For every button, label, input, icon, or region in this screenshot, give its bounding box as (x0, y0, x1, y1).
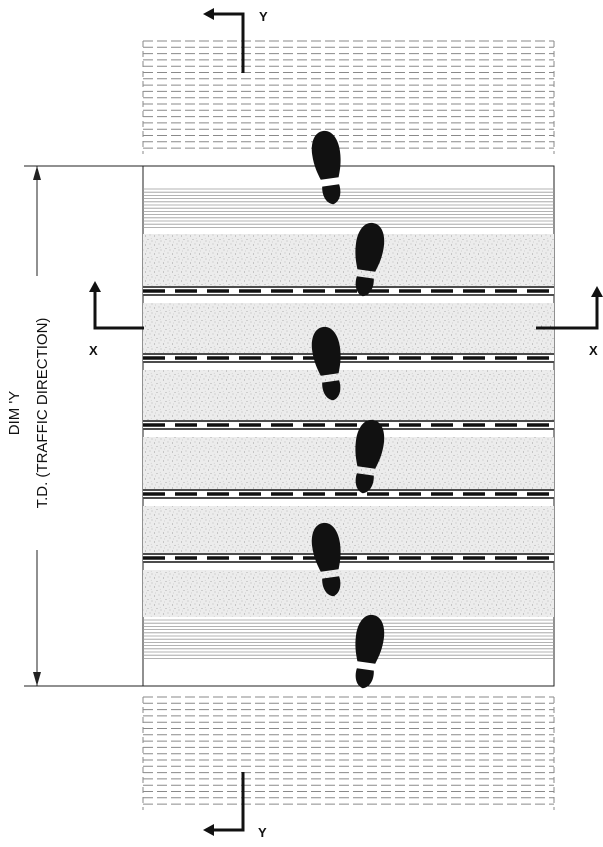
fine-line-strips (143, 188, 554, 659)
tread-panel (143, 370, 554, 421)
section-mark-y-bottom: Y (203, 772, 267, 840)
section-arrow-icon (203, 824, 214, 836)
dimension-arrow-icon (33, 166, 41, 180)
section-mark-y-top: Y (203, 8, 268, 73)
bottom-dashed-grating (142, 696, 555, 810)
dimension-label-line1: DIM 'Y (6, 391, 23, 436)
tread-panel (143, 303, 554, 354)
section-label-x-left: X (89, 343, 98, 358)
tread-panel (143, 234, 554, 287)
tread-panel (143, 437, 554, 490)
section-label-y-top: Y (259, 9, 268, 24)
tread-panel (143, 506, 554, 554)
section-mark-x-right: X (536, 286, 603, 358)
section-mark-x-left: X (89, 281, 144, 358)
dimension-y: DIM 'Y T.D. (TRAFFIC DIRECTION) (6, 165, 145, 687)
section-label-y-bottom: Y (258, 825, 267, 840)
dimension-label-line2: T.D. (TRAFFIC DIRECTION) (34, 318, 51, 509)
section-arrow-icon (89, 281, 101, 292)
top-dashed-grating (142, 40, 555, 154)
tread-panels (143, 234, 554, 617)
dimension-arrow-icon (33, 672, 41, 686)
section-arrow-icon (591, 286, 603, 297)
section-label-x-right: X (589, 343, 598, 358)
tread-panel (143, 570, 554, 617)
aluminum-rails (143, 286, 554, 563)
section-arrow-icon (203, 8, 214, 20)
